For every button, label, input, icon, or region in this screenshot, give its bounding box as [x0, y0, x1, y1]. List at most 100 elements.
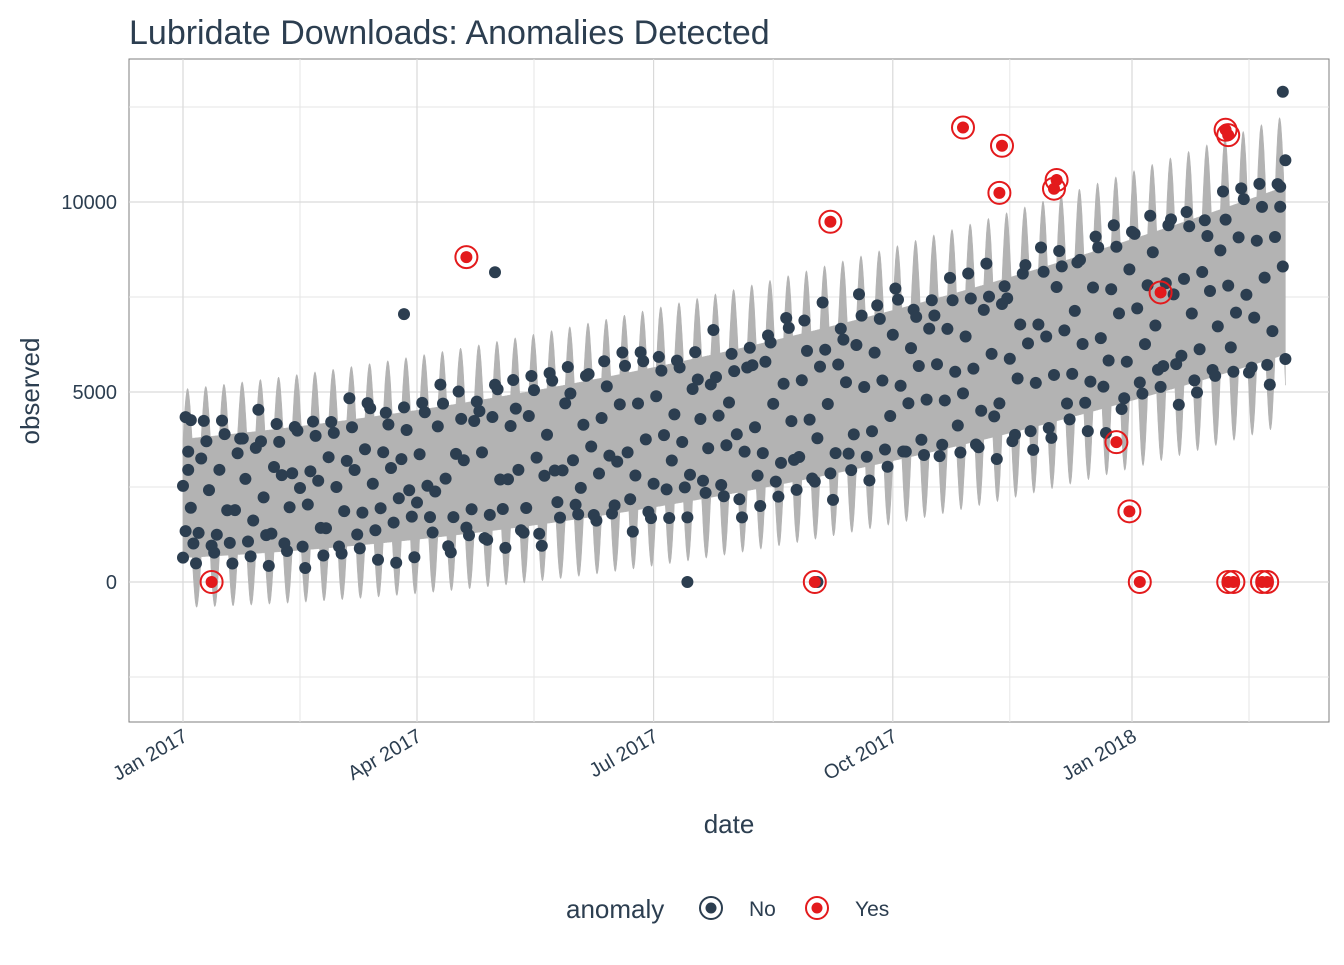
- data-point: [931, 358, 943, 371]
- data-point: [756, 447, 769, 460]
- data-point: [1274, 200, 1287, 213]
- data-point: [743, 341, 756, 354]
- data-point: [244, 550, 257, 563]
- data-point: [1211, 320, 1224, 333]
- data-point: [1055, 260, 1068, 273]
- data-point: [1253, 177, 1266, 190]
- data-point: [1178, 272, 1190, 285]
- data-point: [1222, 279, 1235, 292]
- data-point: [918, 449, 930, 462]
- data-point: [850, 338, 863, 351]
- data-point: [312, 474, 325, 487]
- data-point: [621, 446, 634, 459]
- data-point: [444, 546, 457, 559]
- anomaly-point: [957, 121, 969, 134]
- data-point: [1001, 292, 1014, 305]
- data-point: [265, 527, 278, 540]
- data-point: [1076, 338, 1089, 351]
- data-point: [946, 294, 959, 307]
- data-point: [1087, 281, 1099, 294]
- data-point: [192, 526, 205, 539]
- anomaly-point: [808, 576, 821, 588]
- data-point: [663, 512, 676, 525]
- anomaly-point: [824, 215, 837, 228]
- data-point: [941, 322, 954, 335]
- data-point: [689, 346, 702, 359]
- data-point: [959, 330, 972, 343]
- data-point: [1250, 234, 1263, 247]
- data-point: [1040, 330, 1053, 343]
- data-point: [668, 408, 681, 421]
- data-point: [504, 420, 517, 433]
- data-point: [593, 467, 605, 480]
- data-point: [803, 413, 816, 426]
- data-point: [699, 486, 712, 499]
- chart-title: Lubridate Downloads: Anomalies Detected: [129, 14, 770, 52]
- legend-key-no: [699, 896, 723, 920]
- data-point: [905, 342, 917, 355]
- anomaly-ring: [1104, 430, 1129, 455]
- data-point: [483, 508, 496, 521]
- data-point: [582, 368, 595, 381]
- data-point: [554, 511, 566, 524]
- data-point: [520, 502, 533, 515]
- data-point: [881, 460, 894, 473]
- data-point: [424, 511, 436, 524]
- data-point: [359, 443, 371, 456]
- data-point: [502, 473, 514, 486]
- x-axis-label: date: [704, 809, 755, 839]
- data-point: [1198, 214, 1211, 227]
- anomaly-point: [1050, 173, 1063, 186]
- data-point: [564, 387, 577, 400]
- data-point: [330, 481, 343, 494]
- data-point: [632, 397, 644, 410]
- data-point: [1050, 281, 1063, 294]
- anomaly-ring: [199, 570, 224, 594]
- data-point: [964, 292, 977, 305]
- data-point: [429, 485, 442, 498]
- data-point: [236, 432, 249, 445]
- data-point: [673, 361, 686, 374]
- data-point: [855, 309, 868, 322]
- data-point: [195, 452, 208, 465]
- data-point: [1219, 213, 1232, 226]
- data-point: [1133, 376, 1146, 389]
- data-point: [738, 445, 751, 458]
- anomaly-point: [1154, 286, 1167, 299]
- legend-title: anomaly: [566, 894, 664, 924]
- data-point: [525, 370, 538, 383]
- data-point: [795, 374, 808, 387]
- anomaly-ring: [1255, 570, 1280, 594]
- data-point: [325, 415, 338, 428]
- data-point: [335, 547, 348, 560]
- data-point: [715, 479, 728, 492]
- data-point: [439, 472, 452, 485]
- data-point: [1256, 200, 1268, 213]
- data-point: [595, 411, 608, 424]
- data-point: [972, 441, 985, 454]
- data-point: [426, 526, 439, 539]
- data-point: [1027, 443, 1040, 456]
- data-point: [1102, 354, 1115, 367]
- data-point: [242, 535, 254, 548]
- data-point: [910, 310, 923, 323]
- data-point: [1269, 230, 1281, 243]
- data-point: [184, 414, 197, 427]
- data-point: [808, 475, 821, 488]
- data-point: [1165, 213, 1177, 226]
- data-point: [962, 267, 975, 280]
- data-point: [871, 299, 884, 312]
- x-tick-label: Jan 2018: [1058, 725, 1140, 785]
- data-point: [658, 429, 670, 442]
- data-point: [1245, 361, 1258, 374]
- data-point: [486, 411, 499, 424]
- data-point: [884, 409, 897, 422]
- data-point: [749, 421, 761, 434]
- anomaly-ring: [1216, 123, 1241, 148]
- data-point: [590, 514, 603, 527]
- data-point: [728, 365, 741, 378]
- data-point: [247, 514, 260, 527]
- data-point: [681, 576, 694, 588]
- data-point: [767, 397, 780, 410]
- band-area: [182, 116, 1286, 608]
